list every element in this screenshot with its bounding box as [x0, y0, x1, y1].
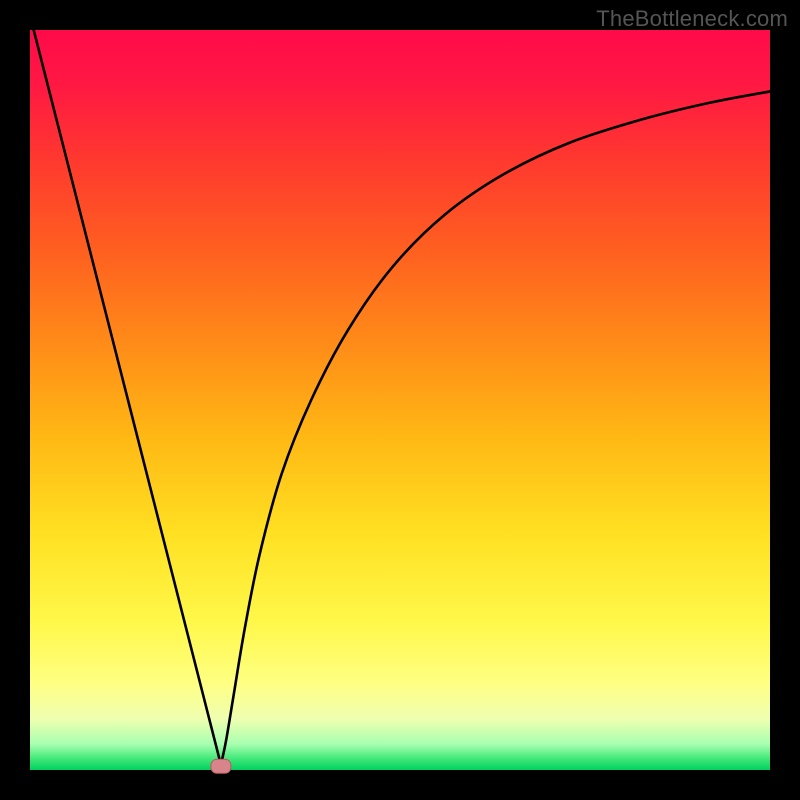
- watermark-text: TheBottleneck.com: [596, 6, 788, 32]
- optimal-point-marker: [211, 759, 231, 773]
- plot-area: [30, 30, 770, 770]
